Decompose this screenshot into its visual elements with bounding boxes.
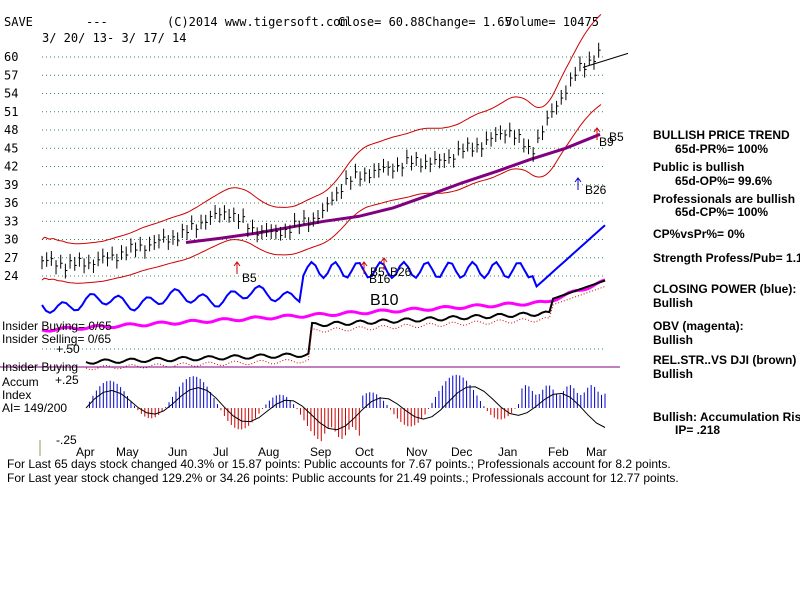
month-axis: Apr May Jun Jul Aug Sep Oct Nov Dec Jan Feb Mar [39,440,607,459]
price-tick-label: 45 [4,141,18,155]
ticker-label: SAVE [4,15,33,29]
price-tick-label: 24 [4,269,18,283]
month-tick-label: Sep [310,445,332,459]
relstr-label: REL.STR..VS DJI (brown) [653,353,796,367]
index-label: Index [2,388,31,402]
obv-value: Bullish [653,333,693,347]
plus25-label: +.25 [55,373,79,387]
signal-arrow-head [380,257,388,263]
closing-power-label: CLOSING POWER (blue): [653,282,796,296]
public-title: Public is bullish [653,160,744,174]
footer-line-1: For Last 65 days stock changed 40.3% or … [7,457,671,471]
signal-b5-left: B5 [242,271,257,285]
strength-value: Strength Profess/Pub= 1.1 [653,251,800,265]
signal-arrow-head [360,261,368,267]
signal-b5-right: B5 [609,130,624,144]
ai-label: AI= 149/200 [2,401,67,415]
site-label: (C)2014 www.tigersoft.com [167,15,348,29]
price-bars [41,42,601,279]
month-tick-label: Jan [498,445,517,459]
signal-arrow-head [593,127,601,133]
insider-buying-label: Insider Buying= 0/65 [2,319,112,333]
cpvspr-value: CP%vsPr%= 0% [653,227,745,241]
price-tick-label: 30 [4,233,18,247]
signal-b26-right: B26 [585,183,607,197]
signal-b26-mid: B26 [390,265,412,279]
price-tick-label: 33 [4,214,18,228]
price-tick-label: 54 [4,87,18,101]
price-tick-label: 60 [4,50,18,64]
price-tick-label: 48 [4,123,18,137]
obv-line [41,278,606,333]
insider-selling-label: Insider Selling= 0/65 [2,332,111,346]
trend-line [582,52,629,68]
header-dashes: --- [86,15,108,29]
month-tick-label: Nov [406,445,427,459]
minus25-label: -.25 [56,433,77,447]
close-label: Close= 60.88 [338,15,425,29]
upper-band [41,13,602,245]
month-tick-label: Dec [451,445,472,459]
signal-b5-mid: B5 [370,265,385,279]
price-bands [41,13,629,284]
relstr-line [85,279,606,365]
volume-label: Volume= 10475 [505,15,599,29]
signal-arrow-head [574,177,582,183]
month-tick-label: Oct [355,445,374,459]
signal-b16: B16 [369,272,391,286]
price-tick-label: 42 [4,160,18,174]
price-tick-label: 27 [4,251,18,265]
indicator-lines [0,127,620,371]
closing-power-value: Bullish [653,296,693,310]
signal-b10: B10 [370,292,399,309]
ip-value: IP= .218 [675,423,720,437]
moving-average-line [185,132,601,244]
insider-buying2-label: Insider Buying [2,360,78,374]
trend-title: BULLISH PRICE TREND [653,128,790,142]
cp-value: 65d-CP%= 100% [675,205,768,219]
relstr-value: Bullish [653,367,693,381]
obv-label: OBV (magenta): [653,319,744,333]
accum-label: Accum [2,375,39,389]
month-tick-label: Jun [168,445,187,459]
price-tick-label: 39 [4,178,18,192]
accum-ma-line [85,386,606,431]
plus50-label: +.50 [56,342,80,356]
footer-line-2: For Last year stock changed 129.2% or 34… [7,471,679,485]
closing-power-line [41,224,606,315]
signal-b9-right: B9 [599,135,614,149]
relstr-ma-line [85,286,606,371]
pr-value: 65d-PR%= 100% [675,142,768,156]
price-tick-label: 57 [4,68,18,82]
month-tick-label: May [116,445,139,459]
signal-arrow-head [233,261,241,267]
accumulation-histogram [85,374,606,442]
lower-band [41,104,602,284]
month-tick-label: Jul [213,445,228,459]
pros-title: Professionals are bullish [653,192,795,206]
month-tick-label: Apr [76,445,95,459]
month-tick-label: Aug [258,445,279,459]
change-label: Change= 1.65 [425,15,512,29]
op-value: 65d-OP%= 99.6% [675,174,772,188]
price-axis: 60 57 54 51 48 45 42 39 36 33 30 27 24 [4,50,18,283]
price-tick-label: 36 [4,196,18,210]
accum-rising-label: Bullish: Accumulation Rising [653,410,800,424]
month-tick-label: Mar [586,445,607,459]
price-tick-label: 51 [4,105,18,119]
month-tick-label: Feb [548,445,569,459]
date-range: 3/ 20/ 13- 3/ 17/ 14 [42,31,187,45]
